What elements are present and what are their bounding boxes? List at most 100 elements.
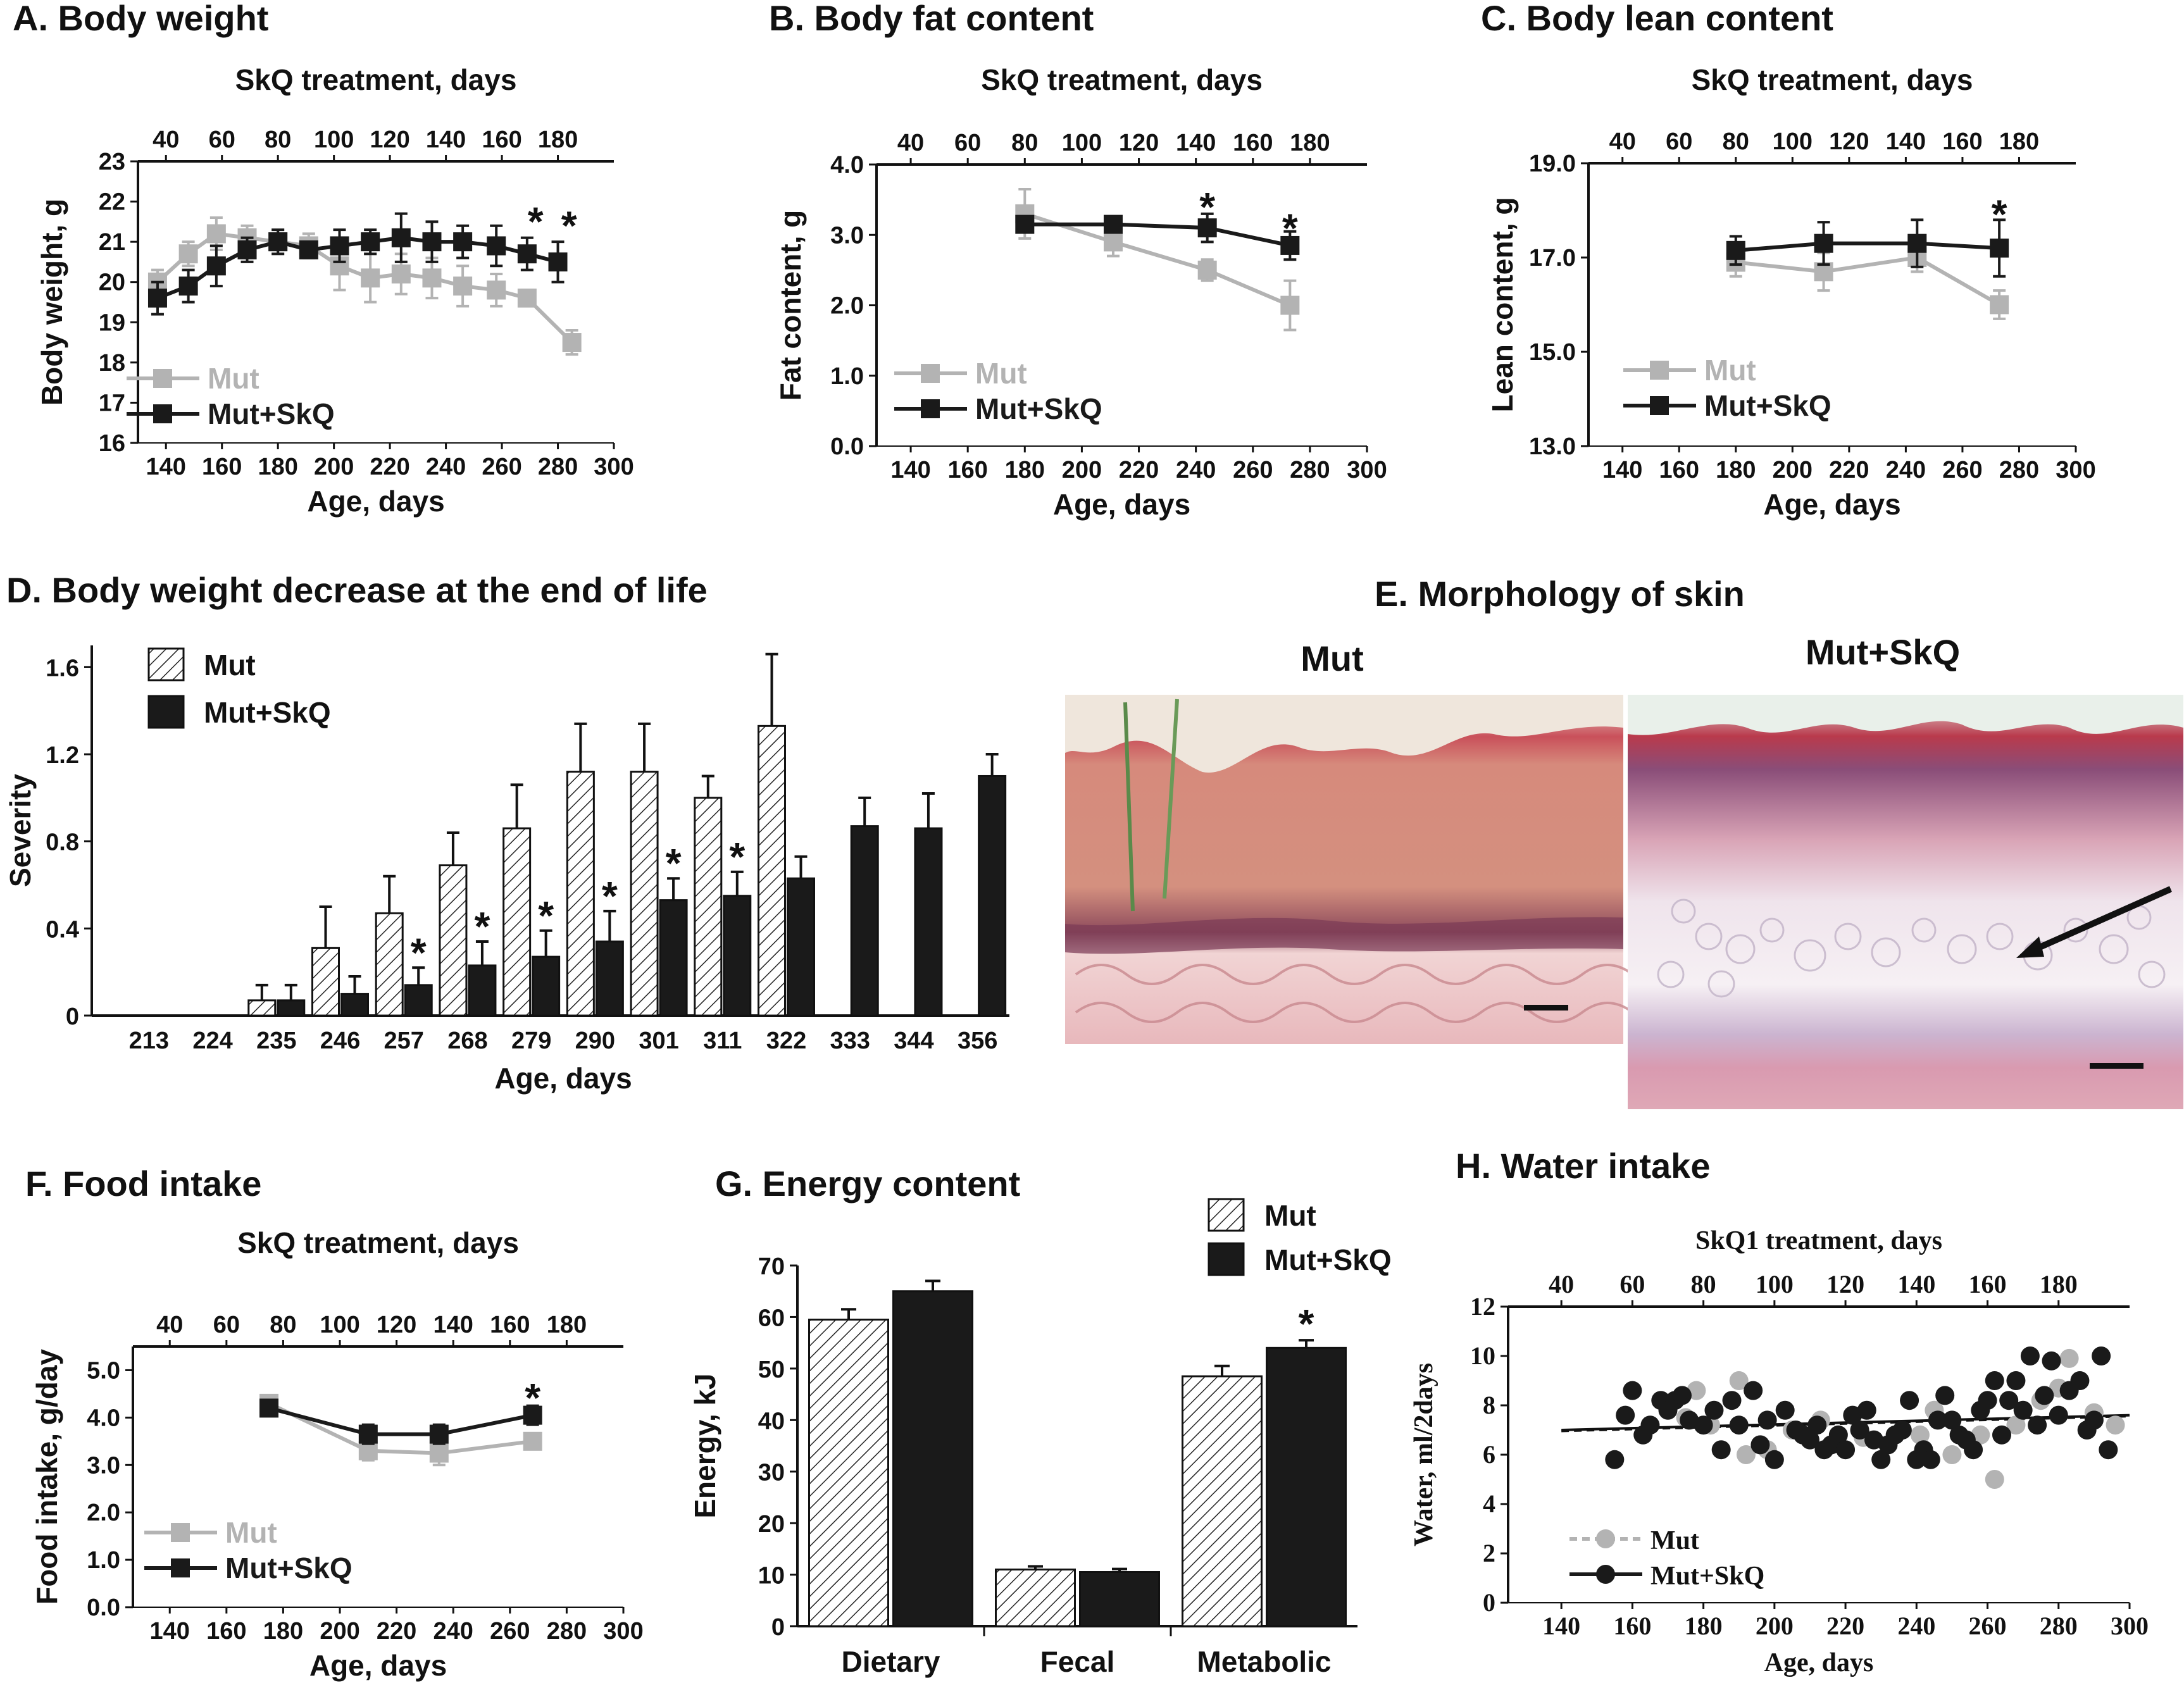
y-tick-label: 0: [771, 1614, 785, 1641]
x-tick-label: 220: [1829, 457, 1869, 483]
chart-title: C. Body lean content: [1481, 0, 1833, 38]
series-mut: [1726, 242, 2009, 320]
significance-star: *: [411, 930, 427, 975]
data-point: [2028, 1415, 2047, 1435]
legend-swatch: [147, 647, 185, 681]
legend-label: Mut: [1650, 1526, 1699, 1555]
data-point: [1850, 1421, 1869, 1440]
top-x-tick-label: 140: [426, 127, 466, 153]
panel-d-chart: D. Body weight decrease at the end of li…: [4, 570, 1009, 1095]
series-mut-skq: [259, 1398, 542, 1445]
bar-mut-skq: [595, 940, 624, 1017]
data-point: [2049, 1405, 2068, 1425]
data-point: [1726, 240, 1745, 260]
series-mut-skq: [1605, 1346, 2118, 1469]
x-tick-label: 356: [958, 1028, 997, 1054]
data-point: [2099, 1440, 2118, 1460]
data-point: [517, 244, 537, 264]
data-point: [1985, 1470, 2004, 1489]
top-axis-label: SkQ treatment, days: [235, 63, 517, 96]
top-axis-label: SkQ treatment, days: [1692, 63, 1973, 96]
y-tick-label: 70: [758, 1253, 785, 1280]
data-point: [361, 232, 380, 252]
top-x-tick-label: 40: [897, 130, 924, 156]
series-mut-skq: [1726, 218, 2009, 278]
legend-item: Mut: [144, 1516, 277, 1549]
data-point: [206, 256, 226, 276]
legend-label: Mut: [1264, 1199, 1316, 1232]
legend-item: Mut+SkQ: [1569, 1562, 1764, 1591]
data-point: [517, 289, 537, 308]
panel-h-chart: H. Water intake 0 2 4 6 8 10 12 140 160 180 200 220 2…: [1409, 1146, 2149, 1677]
top-x-tick-label: 180: [538, 127, 578, 153]
data-point: [523, 1405, 542, 1425]
legend-label: Mut+SkQ: [204, 696, 331, 729]
x-tick-label: 260: [490, 1618, 530, 1645]
x-tick-label: 160: [202, 454, 242, 480]
y-tick-label: 16: [99, 430, 125, 457]
data-point: [358, 1424, 378, 1444]
data-point: [453, 277, 473, 296]
bar-mut-skq: [340, 993, 369, 1017]
y-tick-label: 0: [1483, 1588, 1495, 1617]
top-x-tick-label: 60: [209, 127, 235, 153]
x-tick-label: 140: [1542, 1612, 1580, 1640]
bar-mut-skq: [787, 877, 815, 1017]
y-tick-label: 1.6: [46, 655, 79, 681]
series-line: [268, 1406, 534, 1436]
bar-mut: [694, 797, 723, 1017]
top-x-tick-label: 160: [482, 127, 521, 153]
data-point: [1907, 233, 1927, 253]
significance-star: *: [525, 1375, 540, 1421]
y-tick-label: 10: [758, 1563, 785, 1589]
y-tick-label: 2: [1483, 1539, 1495, 1567]
panel-f-chart: F. Food intake 0.0 1.0 2.0 3.0 4.0 5.0 140 160 18…: [25, 1164, 644, 1682]
data-point: [1935, 1386, 1955, 1405]
bar-mut: [995, 1568, 1076, 1627]
x-tick-label: 290: [575, 1028, 615, 1054]
y-axis-label: Lean content, g: [1486, 197, 1519, 413]
x-tick-label: 333: [830, 1028, 870, 1054]
legend-item: Mut: [1569, 1526, 1699, 1555]
x-tick-label: 200: [320, 1618, 359, 1645]
data-point: [422, 268, 442, 288]
bar-mut: [311, 947, 340, 1017]
series-line: [1735, 255, 2000, 307]
y-axis-label: Food intake, g/day: [30, 1349, 63, 1605]
panel-a-chart: A. Body weight 16 17 18 19 20 21 22 23 140 160 180 2…: [13, 0, 634, 518]
y-tick-label: 1.0: [830, 363, 864, 390]
bar-mut: [758, 725, 786, 1017]
legend-marker: [153, 369, 172, 388]
legend-label: Mut+SkQ: [208, 397, 335, 430]
legend-item: Mut: [894, 357, 1027, 390]
data-point: [1892, 1421, 1912, 1440]
data-point: [1990, 239, 2009, 258]
legend-label: Mut: [1704, 354, 1756, 387]
bar-mut-skq: [914, 827, 943, 1017]
top-x-tick-label: 160: [1969, 1270, 2007, 1298]
data-point: [1942, 1445, 1962, 1464]
bar-mut: [566, 771, 595, 1017]
x-tick-label: 240: [1886, 457, 1926, 483]
y-tick-label: 20: [758, 1511, 785, 1538]
data-point: [1871, 1450, 1891, 1469]
x-tick-label: 260: [482, 454, 521, 480]
top-x-tick-label: 120: [370, 127, 409, 153]
data-point: [429, 1424, 449, 1444]
significance-star: *: [528, 199, 544, 244]
top-x-tick-label: 40: [153, 127, 179, 153]
top-axis-label: SkQ1 treatment, days: [1695, 1226, 1942, 1255]
top-axis-label: SkQ treatment, days: [237, 1226, 519, 1259]
x-tick-label: 180: [1716, 457, 1756, 483]
data-point: [1722, 1391, 1742, 1410]
legend-label: Mut+SkQ: [1704, 389, 1831, 422]
bar-mut: [808, 1319, 889, 1627]
bar-mut-skq: [277, 999, 306, 1017]
significance-star: *: [729, 834, 745, 880]
top-x-tick-label: 100: [1062, 130, 1102, 156]
x-tick-label: 246: [320, 1028, 360, 1054]
x-tick-label: 200: [1062, 457, 1102, 483]
top-x-tick-label: 140: [1886, 128, 1926, 155]
significance-star: *: [1282, 206, 1298, 251]
